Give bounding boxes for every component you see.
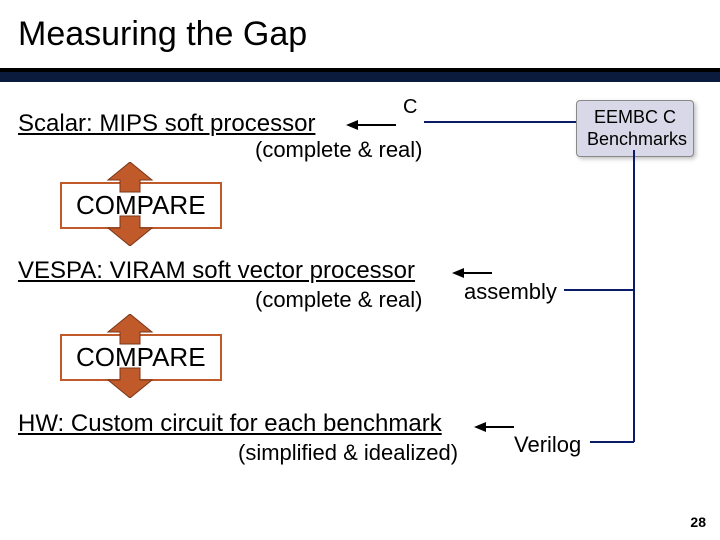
content-area: Scalar: MIPS soft processor C (complete …: [0, 82, 720, 536]
connector-lines: [0, 82, 720, 536]
page-title: Measuring the Gap: [18, 15, 307, 54]
title-underline-strip: [0, 72, 720, 82]
page-number: 28: [690, 514, 706, 530]
title-bar: Measuring the Gap: [0, 0, 720, 72]
